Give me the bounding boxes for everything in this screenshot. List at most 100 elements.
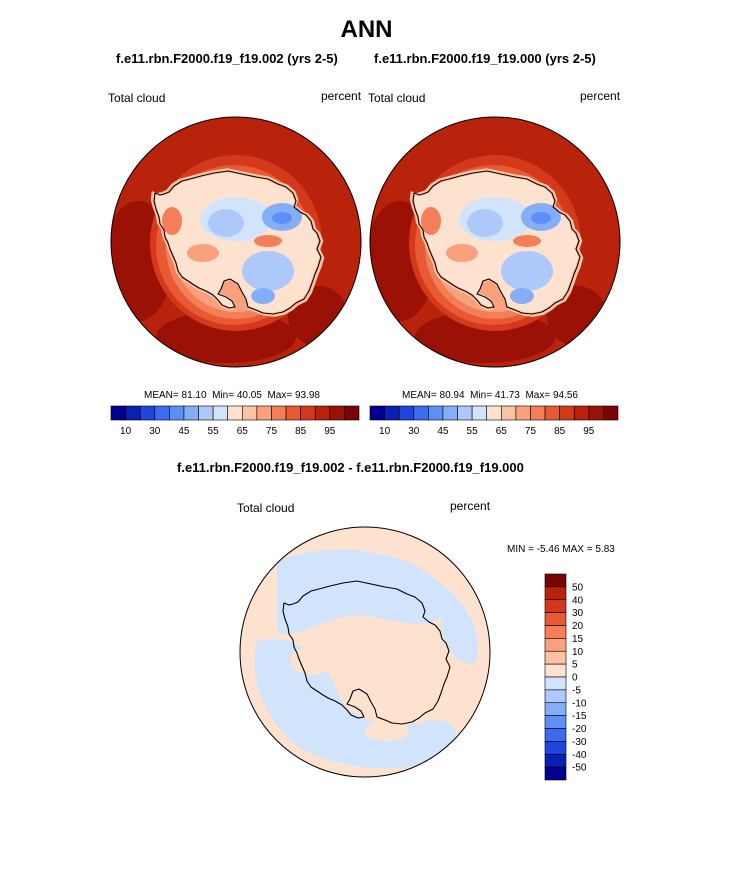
high-cloud-peninsula bbox=[446, 244, 478, 262]
colorbar-box bbox=[369, 405, 385, 421]
colorbar-tick-label: 95 bbox=[324, 426, 336, 437]
diff-colorbar-tick-label: -50 bbox=[572, 763, 587, 774]
colorbar-box bbox=[241, 405, 258, 421]
right-panel-units: percent bbox=[580, 89, 621, 103]
low-cloud-ross bbox=[501, 251, 553, 291]
right-panel-variable: Total cloud bbox=[368, 91, 426, 105]
map-fill-group bbox=[370, 117, 620, 367]
colorbar-tick-label: 85 bbox=[554, 426, 566, 437]
diff-colorbar-tick-label: 40 bbox=[572, 595, 584, 606]
figure-title: ANN bbox=[340, 16, 393, 43]
colorbar-box bbox=[471, 405, 488, 421]
negative-patch-north bbox=[277, 549, 447, 634]
left-panel-variable: Total cloud bbox=[108, 91, 166, 105]
colorbar-box bbox=[300, 405, 316, 421]
negative-patch-east bbox=[437, 581, 478, 664]
diff-colorbar-tick-label: -40 bbox=[572, 750, 587, 761]
diff-colorbar-tick-label: -10 bbox=[572, 698, 587, 709]
diff-panel-subtitle: f.e11.rbn.F2000.f19_f19.002 - f.e11.rbn.… bbox=[177, 460, 524, 475]
colorbar-box bbox=[515, 405, 531, 421]
diff-colorbar-box bbox=[544, 702, 567, 716]
left-colorbar: 10 30 45 55 65 75 85 95 bbox=[110, 405, 360, 437]
map-border bbox=[369, 116, 621, 368]
colorbar-tick-label: 65 bbox=[496, 426, 508, 437]
left-panel-units: percent bbox=[321, 89, 362, 103]
diff-colorbar-tick-label: 50 bbox=[572, 582, 584, 593]
coastline bbox=[412, 170, 581, 315]
colorbar-box bbox=[256, 405, 272, 421]
colorbar-box bbox=[329, 405, 345, 421]
high-cloud-west bbox=[421, 207, 441, 235]
diff-colorbar-box bbox=[544, 689, 567, 704]
colorbar-tick-label: 75 bbox=[525, 426, 537, 437]
diff-colorbar-box bbox=[544, 638, 567, 652]
diff-colorbar-tick-label: 20 bbox=[572, 621, 584, 632]
left-panel-subtitle: f.e11.rbn.F2000.f19_f19.002 (yrs 2-5) bbox=[116, 51, 338, 66]
right-max-label: Max= bbox=[525, 390, 551, 401]
diff-colorbar-tick-label: 0 bbox=[572, 673, 578, 684]
colorbar-tick-label: 10 bbox=[120, 426, 132, 437]
diff-colorbar-box bbox=[544, 599, 567, 613]
right-panel-stats: MEAN= 80.94 Min= 41.73 Max= 94.56 bbox=[402, 390, 578, 401]
left-min-label: Min= bbox=[212, 390, 235, 401]
diff-panel-units: percent bbox=[450, 499, 491, 513]
diff-colorbar-box bbox=[544, 753, 567, 768]
low-cloud-min bbox=[531, 212, 551, 224]
colorbar-box bbox=[486, 405, 502, 421]
positive-patch-center bbox=[387, 655, 407, 667]
colorbar-box bbox=[154, 405, 170, 421]
diff-colorbar-box bbox=[544, 741, 567, 755]
positive-patch-west bbox=[290, 647, 334, 675]
right-min-label: Min= bbox=[470, 390, 493, 401]
diff-colorbar-tick-label: 15 bbox=[572, 634, 584, 645]
diff-fill-group bbox=[240, 527, 490, 777]
left-mean-value: 81.10 bbox=[181, 390, 207, 401]
right-min-value: 41.73 bbox=[494, 390, 520, 401]
colorbar-box bbox=[457, 405, 473, 421]
left-min-value: 40.05 bbox=[236, 390, 262, 401]
diff-colorbar-tick-label: -15 bbox=[572, 711, 587, 722]
colorbar-box bbox=[198, 405, 214, 421]
colorbar-tick-label: 85 bbox=[295, 426, 307, 437]
colorbar-box bbox=[271, 405, 287, 421]
colorbar-box bbox=[530, 405, 546, 421]
colorbar-box bbox=[139, 405, 156, 421]
colorbar-box bbox=[442, 405, 458, 421]
map-fill-group bbox=[111, 117, 361, 367]
colorbar-box bbox=[573, 405, 590, 421]
right-colorbar: 10 30 45 55 65 75 85 95 bbox=[369, 405, 619, 437]
colorbar-tick-label: 65 bbox=[237, 426, 249, 437]
map-border bbox=[110, 116, 362, 368]
low-cloud-center bbox=[208, 209, 244, 237]
colorbar-tick-label: 45 bbox=[437, 426, 449, 437]
colorbar-box bbox=[544, 405, 560, 421]
right-polar-map bbox=[369, 116, 621, 368]
right-mean-value: 80.94 bbox=[439, 390, 465, 401]
low-cloud-min bbox=[272, 212, 292, 224]
colorbar-tick-label: 10 bbox=[379, 426, 391, 437]
diff-minmax: MIN = -5.46 MAX = 5.83 bbox=[507, 544, 615, 555]
diff-polar-map bbox=[239, 526, 491, 778]
diff-map-border bbox=[239, 526, 491, 778]
colorbar-box bbox=[500, 405, 517, 421]
colorbar-box bbox=[125, 405, 141, 421]
colorbar-box bbox=[344, 405, 360, 421]
colorbar-tick-label: 55 bbox=[208, 426, 220, 437]
diff-colorbar-box bbox=[544, 586, 567, 601]
left-panel-stats: MEAN= 81.10 Min= 40.05 Max= 93.98 bbox=[144, 390, 320, 401]
right-mean-label: MEAN= bbox=[402, 390, 437, 401]
high-cloud-streak bbox=[254, 235, 282, 247]
low-cloud-center bbox=[467, 209, 503, 237]
diff-colorbar-box bbox=[544, 676, 567, 691]
high-cloud-streak bbox=[513, 235, 541, 247]
diff-coastline bbox=[282, 580, 451, 725]
right-panel-subtitle: f.e11.rbn.F2000.f19_f19.000 (yrs 2-5) bbox=[374, 51, 596, 66]
low-cloud-coast bbox=[510, 288, 534, 304]
diff-colorbar-box bbox=[544, 573, 567, 588]
colorbar-box bbox=[384, 405, 400, 421]
colorbar-tick-label: 95 bbox=[583, 426, 595, 437]
diff-colorbar-tick-label: -5 bbox=[572, 685, 581, 696]
diff-colorbar-box bbox=[544, 715, 567, 729]
colorbar-box bbox=[212, 405, 229, 421]
